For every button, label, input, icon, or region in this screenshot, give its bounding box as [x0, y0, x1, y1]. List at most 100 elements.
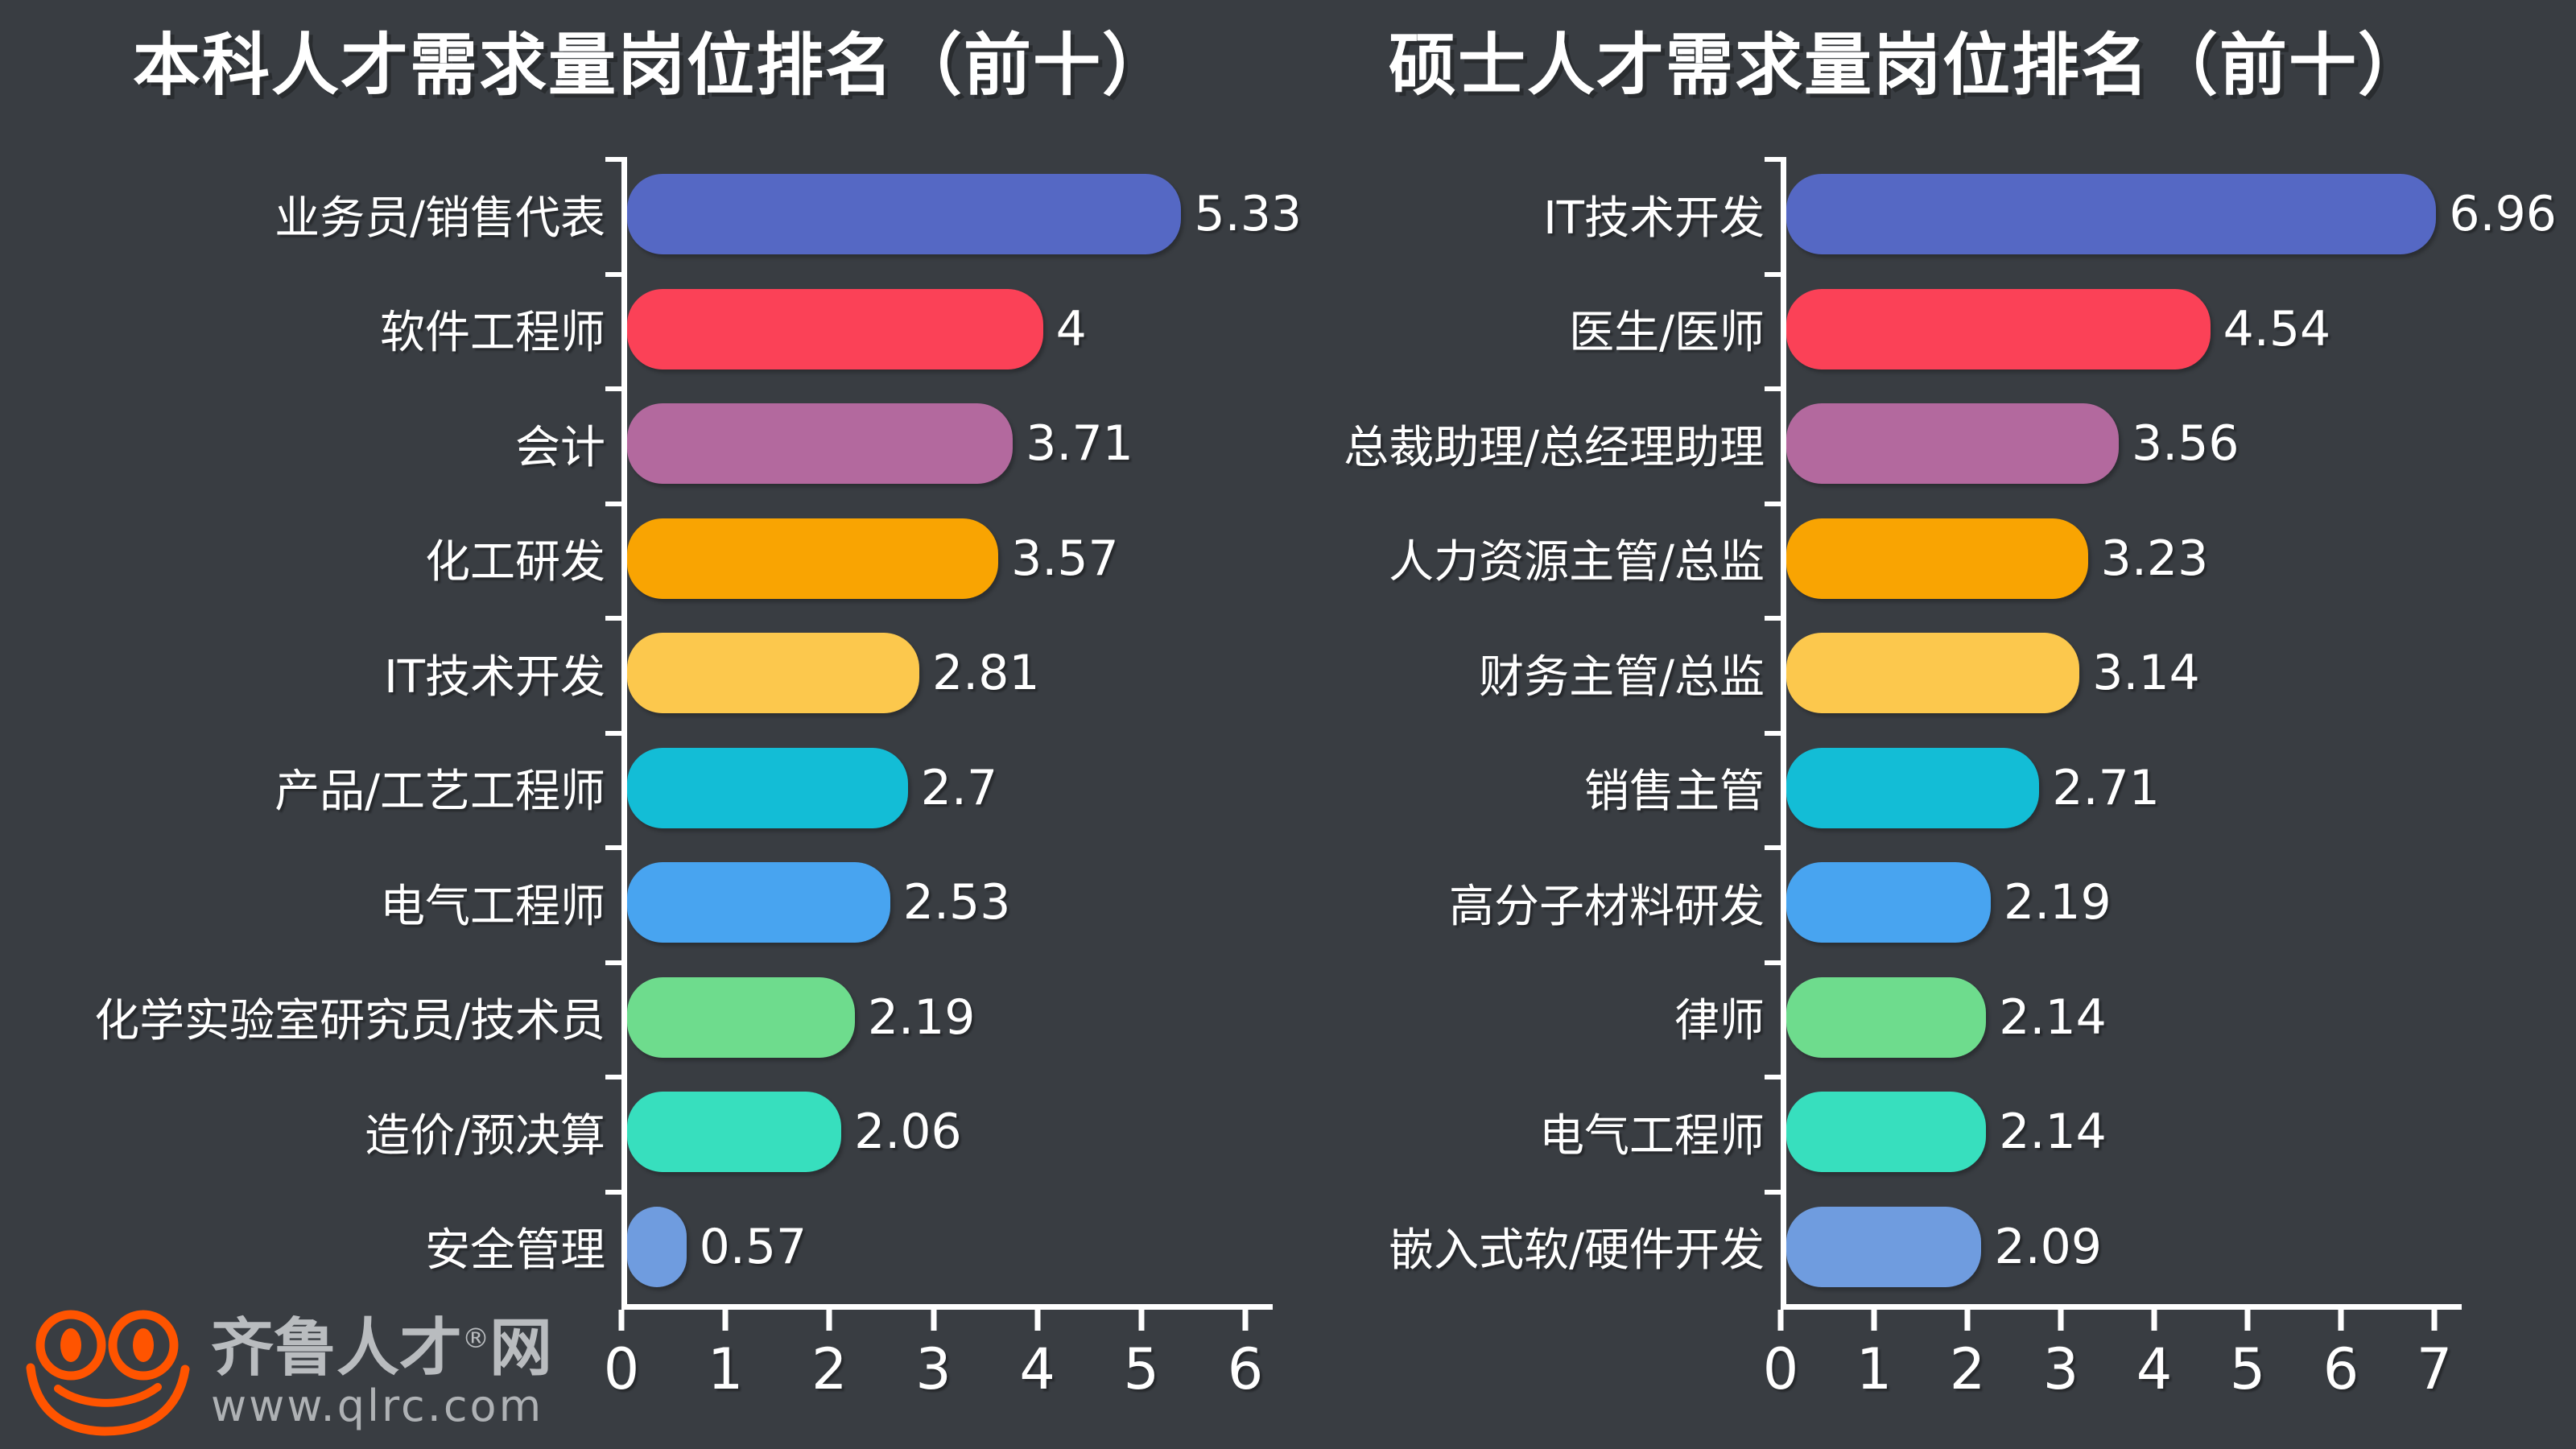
bar — [627, 1206, 687, 1287]
bar-row: 软件工程师 4 — [48, 272, 1256, 387]
y-axis-tick — [605, 501, 621, 506]
bar-row: 化学实验室研究员/技术员 2.19 — [48, 960, 1256, 1075]
x-axis-tick — [1871, 1310, 1877, 1331]
bar-track: 3.71 — [627, 386, 1251, 502]
bar-track: 4.54 — [1786, 272, 2440, 387]
x-axis-tick-label: 6 — [2322, 1336, 2359, 1402]
category-label: 销售主管 — [1584, 766, 1765, 819]
y-axis-tick — [1765, 501, 1781, 506]
registered-mark: ® — [462, 1323, 490, 1356]
bar — [627, 747, 908, 828]
bar-track: 6.96 — [1786, 157, 2557, 272]
x-axis-tick — [931, 1310, 936, 1331]
y-axis-tick — [1765, 386, 1781, 391]
bar — [627, 403, 1013, 485]
value-label: 3.14 — [2092, 645, 2200, 702]
site-url: www.qlrc.com — [211, 1381, 544, 1432]
value-label: 2.7 — [920, 759, 998, 816]
x-axis-tick-label: 6 — [1227, 1336, 1264, 1402]
bar — [1786, 633, 2080, 714]
x-axis-tick-label: 4 — [2136, 1336, 2173, 1402]
category-label: 医生/医师 — [1569, 307, 1765, 360]
x-axis-tick — [826, 1310, 832, 1331]
bar — [627, 174, 1182, 255]
value-label: 2.71 — [2052, 759, 2160, 816]
value-label: 4 — [1055, 300, 1087, 357]
bar — [1786, 976, 1987, 1058]
value-label: 2.81 — [931, 645, 1040, 702]
x-axis-tick — [2244, 1310, 2251, 1331]
bar — [1786, 518, 2088, 599]
site-footer-text: 齐鲁人才®网 www.qlrc.com — [211, 1315, 552, 1432]
y-axis-tick — [1765, 271, 1781, 277]
bar-track: 5.33 — [627, 157, 1302, 272]
x-axis-line: 0 1 2 3 4 5 6 — [604, 1304, 1273, 1402]
x-axis-tick-label: 7 — [2416, 1336, 2453, 1402]
bar-row: 电气工程师 2.53 — [48, 845, 1256, 960]
bar-row: IT技术开发 2.81 — [48, 616, 1256, 731]
category-label: 财务主管/总监 — [1479, 650, 1765, 704]
x-axis-tick — [722, 1310, 729, 1331]
x-axis-tick-label: 0 — [1762, 1336, 1799, 1402]
bar-track: 2.19 — [1786, 845, 2440, 960]
category-label: 软件工程师 — [380, 307, 605, 360]
bar-row: IT技术开发 6.96 — [1304, 157, 2557, 272]
bar-track: 3.57 — [627, 502, 1251, 617]
bar — [627, 518, 999, 599]
chart-title: 硕士人才需求量岗位排名（前十） — [1388, 26, 2427, 105]
y-axis-tick — [605, 386, 621, 391]
bar-track: 2.06 — [627, 1075, 1251, 1190]
y-axis-tick — [605, 960, 621, 965]
bar-row: 财务主管/总监 3.14 — [1304, 616, 2512, 731]
y-axis-tick — [1765, 1075, 1781, 1080]
value-label: 3.56 — [2131, 415, 2240, 473]
value-label: 2.53 — [902, 874, 1011, 931]
bar — [1786, 747, 2040, 828]
y-axis-tick — [1765, 616, 1781, 621]
site-footer-logo: 齐鲁人才®网 www.qlrc.com — [23, 1306, 552, 1441]
x-axis-tick — [2338, 1310, 2344, 1331]
category-label: 律师 — [1674, 995, 1765, 1048]
bar-track: 2.19 — [627, 960, 1251, 1075]
bar-row: 安全管理 0.57 — [48, 1190, 1256, 1305]
y-axis-tick — [605, 616, 621, 621]
category-label: 人力资源主管/总监 — [1389, 536, 1765, 589]
bar-track: 3.23 — [1786, 502, 2440, 617]
chart-master: 硕士人才需求量岗位排名（前十） IT技术开发 6.96 医生/医师 4.54 总裁助理/… — [1304, 0, 2557, 1449]
bar-row: 产品/工艺工程师 2.7 — [48, 731, 1256, 846]
value-label: 2.19 — [2004, 874, 2112, 931]
x-axis-tick-label: 2 — [811, 1336, 848, 1402]
value-label: 3.57 — [1011, 530, 1119, 587]
x-axis-tick-label: 3 — [2042, 1336, 2079, 1402]
bar-row: 总裁助理/总经理助理 3.56 — [1304, 386, 2512, 502]
y-axis-tick — [605, 845, 621, 850]
bar — [1786, 288, 2211, 369]
y-axis-tick — [605, 271, 621, 277]
x-axis-tick-label: 2 — [1949, 1336, 1986, 1402]
chart-plot-area: 业务员/销售代表 5.33 软件工程师 4 会计 3.71 化工研发 3.57 IT技术开发 2.… — [48, 157, 1302, 1402]
y-axis-tick — [1765, 845, 1781, 850]
category-label: 业务员/销售代表 — [275, 192, 605, 245]
bar-track: 4 — [627, 272, 1251, 387]
x-axis-tick — [2431, 1310, 2438, 1331]
bar-track: 2.81 — [627, 616, 1251, 731]
value-label: 3.71 — [1026, 415, 1133, 473]
category-label: 电气工程师 — [1539, 1109, 1765, 1162]
value-label: 2.14 — [1999, 1104, 2107, 1161]
x-axis-tick — [2058, 1310, 2064, 1331]
bar — [1786, 1206, 1982, 1287]
y-axis-tick — [605, 1189, 621, 1195]
y-axis-line — [621, 157, 627, 1309]
bar-row: 高分子材料研发 2.19 — [1304, 845, 2512, 960]
category-label: 化学实验室研究员/技术员 — [94, 995, 605, 1048]
y-axis-tick — [605, 1075, 621, 1080]
bar — [1786, 174, 2437, 255]
value-label: 5.33 — [1194, 186, 1302, 243]
value-label: 4.54 — [2223, 300, 2331, 357]
x-axis-tick — [1964, 1310, 1971, 1331]
bar — [627, 976, 855, 1058]
bar-row: 销售主管 2.71 — [1304, 731, 2512, 846]
bar-track: 0.57 — [627, 1190, 1251, 1305]
x-axis-tick-label: 1 — [707, 1336, 744, 1402]
bar-track: 2.7 — [627, 731, 1251, 846]
